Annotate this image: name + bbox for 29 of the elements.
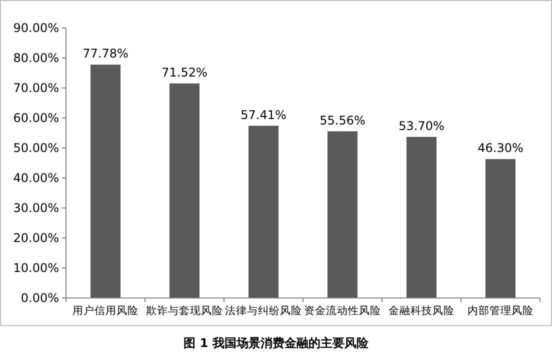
y-tick-label: 10.00% xyxy=(13,261,59,275)
text: 图 1 我国场景消费金融的主要风险 xyxy=(184,336,370,350)
y-tick-label: 40.00% xyxy=(13,171,59,185)
bar xyxy=(90,64,121,298)
y-tick-label: 80.00% xyxy=(13,51,59,65)
data-label: 53.70% xyxy=(398,118,444,133)
bar xyxy=(169,83,200,298)
data-label: 71.52% xyxy=(162,65,208,80)
x-tick-label: 内部管理风险 xyxy=(468,304,534,317)
x-tick-label: 用户信用风险 xyxy=(72,304,138,317)
y-tick-label: 30.00% xyxy=(13,201,59,215)
x-tick-label: 法律与纠纷风险 xyxy=(225,304,302,317)
y-tick-label: 20.00% xyxy=(13,231,59,245)
y-tick-label: 60.00% xyxy=(13,111,59,125)
y-tick-label: 50.00% xyxy=(13,141,59,155)
bar xyxy=(327,131,358,298)
bar xyxy=(248,126,279,298)
x-tick-label: 金融科技风险 xyxy=(388,305,454,317)
bar xyxy=(485,159,516,298)
data-label: 55.56% xyxy=(320,113,366,128)
x-tick-label: 资金流动性风险 xyxy=(304,304,381,317)
y-tick-label: 0.00% xyxy=(20,291,59,305)
y-tick-label: 90.00% xyxy=(13,21,59,35)
data-label: 77.78% xyxy=(82,46,128,61)
y-tick-label: 70.00% xyxy=(13,81,59,95)
bar xyxy=(406,136,437,298)
data-label: 46.30% xyxy=(478,141,524,156)
data-label: 57.41% xyxy=(240,108,286,122)
x-tick-label: 欺诈与套现风险 xyxy=(146,304,223,317)
